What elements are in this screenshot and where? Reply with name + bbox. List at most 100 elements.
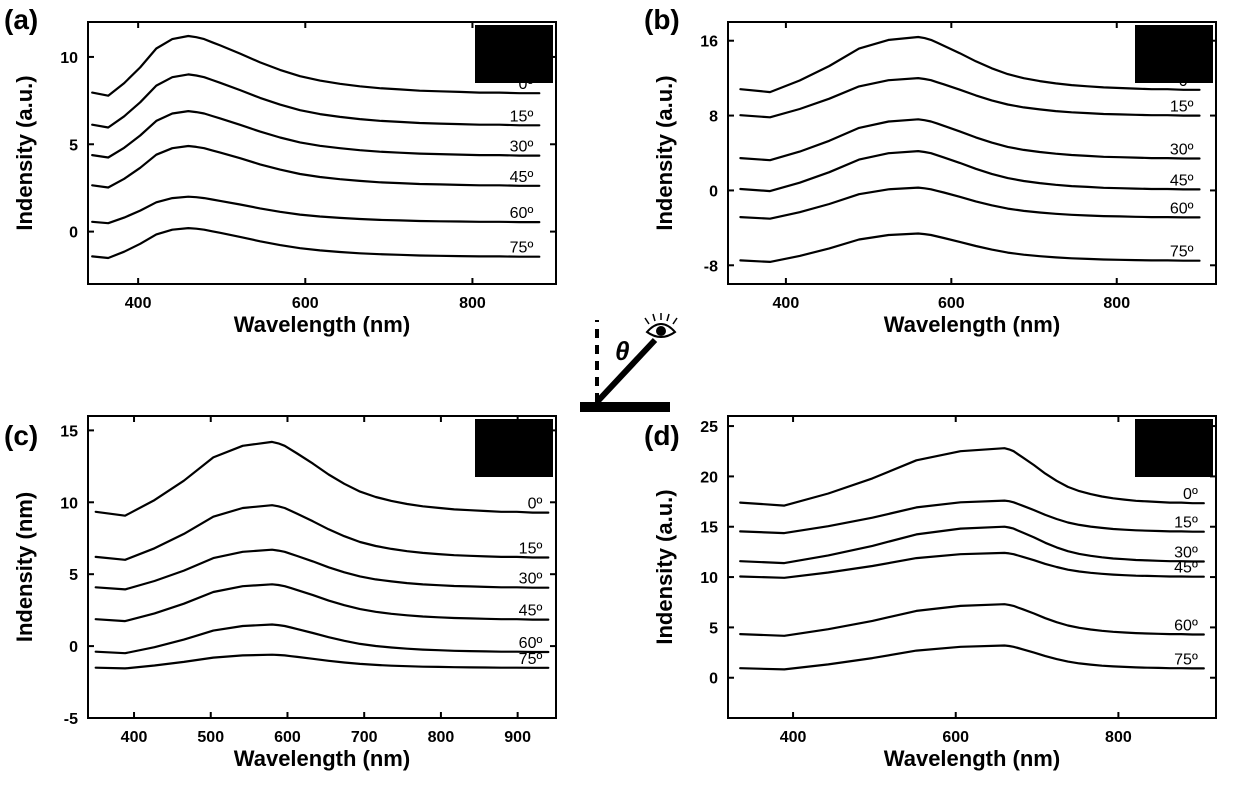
series-angle-label: 15º <box>510 108 534 125</box>
svg-text:400: 400 <box>773 295 800 312</box>
panel-a-svg: 400 600 800 0 5 10 Wavelength (nm) Indensity (a… <box>10 6 570 346</box>
inset-swatch <box>475 419 553 477</box>
series-curve <box>92 111 539 157</box>
series-curve <box>740 37 1199 92</box>
series-angle-label: 45º <box>510 169 534 186</box>
theta-label: θ <box>615 336 630 366</box>
panel-d-svg: 400 600 800 0 5 10 15 20 25 Wavelength (nm) Indens… <box>650 400 1230 780</box>
center-theta-diagram: θ <box>575 290 685 420</box>
svg-text:400: 400 <box>780 729 807 746</box>
series-angle-label: 75º <box>519 651 543 668</box>
panel-b-label: (b) <box>644 4 680 36</box>
panel-d-label: (d) <box>644 420 680 452</box>
series-curve <box>740 448 1204 505</box>
panel-b: (b) 400600800-80816Wavelength (nm)Indens… <box>650 6 1230 346</box>
series-angle-label: 15º <box>1174 515 1198 532</box>
series-angle-label: 30º <box>510 139 534 156</box>
svg-text:-5: -5 <box>64 711 78 728</box>
svg-text:Indensity (a.u.): Indensity (a.u.) <box>652 489 677 644</box>
svg-text:0: 0 <box>69 225 78 242</box>
svg-text:800: 800 <box>1105 729 1132 746</box>
series-curve <box>740 646 1204 670</box>
series-curve <box>96 625 549 654</box>
series-angle-label: 15º <box>519 541 543 558</box>
svg-text:600: 600 <box>274 729 301 746</box>
svg-text:0: 0 <box>709 183 718 200</box>
series-curve <box>740 78 1199 117</box>
series-angle-label: 75º <box>510 240 534 257</box>
svg-text:0: 0 <box>69 639 78 656</box>
svg-text:-8: -8 <box>704 258 718 275</box>
sample-bar <box>580 402 670 412</box>
series-angle-label: 0º <box>528 496 543 513</box>
series-curve <box>740 527 1204 563</box>
figure-container: (a) 4006008000510Wavelength (nm)Indensit… <box>0 0 1240 793</box>
svg-text:15: 15 <box>60 423 78 440</box>
svg-text:600: 600 <box>942 729 969 746</box>
svg-text:5: 5 <box>69 137 78 154</box>
center-theta-svg: θ <box>575 290 685 420</box>
svg-text:20: 20 <box>700 469 718 486</box>
inset-swatch <box>1135 419 1213 477</box>
inset-swatch <box>475 25 553 83</box>
svg-text:400: 400 <box>121 729 148 746</box>
panel-c-svg: 400500600700800900-5051015Wavelength (nm… <box>10 400 570 780</box>
series-angle-label: 45º <box>1170 172 1194 189</box>
panel-c-label: (c) <box>4 420 38 452</box>
svg-text:800: 800 <box>428 729 455 746</box>
svg-text:5: 5 <box>69 567 78 584</box>
svg-text:15: 15 <box>700 520 718 537</box>
series-curve <box>96 584 549 621</box>
eye-icon <box>645 313 677 337</box>
series-curve <box>96 655 549 669</box>
series-curve <box>96 505 549 560</box>
panel-b-svg: 400600800-80816Wavelength (nm)Indensity … <box>650 6 1230 346</box>
series-angle-label: 45º <box>519 603 543 620</box>
svg-text:800: 800 <box>1103 295 1130 312</box>
panel-a-label: (a) <box>4 4 38 36</box>
svg-text:8: 8 <box>709 109 718 126</box>
svg-text:700: 700 <box>351 729 378 746</box>
series-angle-label: 75º <box>1174 651 1198 668</box>
series-angle-label: 0º <box>1179 73 1194 90</box>
svg-text:Indensity (a.u.): Indensity (a.u.) <box>652 75 677 230</box>
series-angle-label: 60º <box>519 635 543 652</box>
series-curve <box>92 146 539 188</box>
series-angle-label: 60º <box>1174 617 1198 634</box>
series-curve <box>92 36 539 96</box>
svg-text:Wavelength (nm): Wavelength (nm) <box>234 746 410 771</box>
series-angle-label: 0º <box>1183 486 1198 503</box>
svg-text:Wavelength (nm): Wavelength (nm) <box>234 312 410 337</box>
series-angle-label: 30º <box>519 571 543 588</box>
series-curve <box>740 119 1199 160</box>
panel-a: (a) 4006008000510Wavelength (nm)Indensit… <box>10 6 570 346</box>
svg-text:400: 400 <box>125 295 152 312</box>
svg-text:5: 5 <box>709 620 718 637</box>
svg-text:10: 10 <box>60 495 78 512</box>
series-curve <box>740 234 1199 262</box>
svg-text:Wavelength (nm): Wavelength (nm) <box>884 312 1060 337</box>
inset-swatch <box>1135 25 1213 83</box>
svg-text:Indensity (nm): Indensity (nm) <box>12 492 37 642</box>
series-angle-label: 0º <box>519 76 534 93</box>
series-angle-label: 60º <box>1170 200 1194 217</box>
svg-text:500: 500 <box>197 729 224 746</box>
panel-c: (c) 400500600700800900-5051015Wavelength… <box>10 400 570 780</box>
series-curve <box>92 228 539 258</box>
svg-text:600: 600 <box>292 295 319 312</box>
svg-text:10: 10 <box>60 50 78 67</box>
series-angle-label: 75º <box>1170 244 1194 261</box>
series-angle-label: 45º <box>1174 560 1198 577</box>
svg-text:16: 16 <box>700 34 718 51</box>
series-angle-label: 15º <box>1170 99 1194 116</box>
svg-text:Wavelength (nm): Wavelength (nm) <box>884 746 1060 771</box>
svg-text:10: 10 <box>700 570 718 587</box>
svg-text:25: 25 <box>700 419 718 436</box>
svg-text:800: 800 <box>459 295 486 312</box>
series-curve <box>92 197 539 224</box>
series-curve <box>740 188 1199 219</box>
svg-text:0: 0 <box>709 671 718 688</box>
panel-d: (d) 4006008000510152025Wavelength (nm)In… <box>650 400 1230 780</box>
series-curve <box>740 604 1204 636</box>
svg-text:Indensity (a.u.): Indensity (a.u.) <box>12 75 37 230</box>
